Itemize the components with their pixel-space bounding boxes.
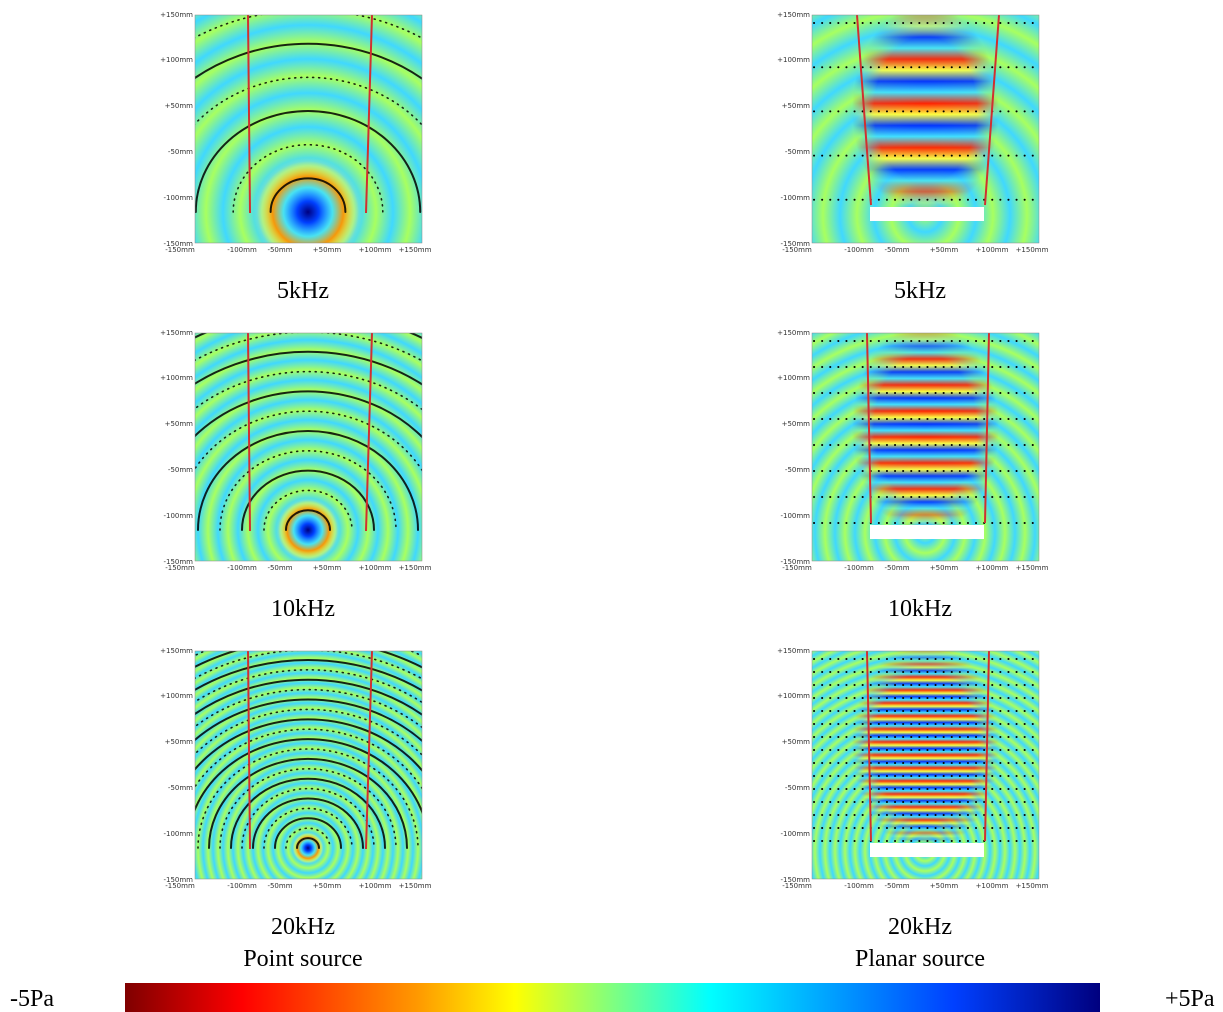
y-tick-label: -100mm [780, 194, 810, 202]
x-tick-label: -150mm [165, 882, 195, 890]
y-tick-label: +150mm [777, 647, 810, 655]
y-tick-label: -50mm [168, 784, 193, 792]
y-tick-label: +100mm [777, 56, 810, 64]
y-tick-label: -100mm [163, 512, 193, 520]
field-panel [812, 651, 1039, 879]
frequency-caption: 20kHz [888, 914, 952, 940]
y-tick-label: -100mm [163, 830, 193, 838]
y-tick-label: +150mm [160, 647, 193, 655]
frequency-caption: 20kHz [271, 914, 335, 940]
x-tick-label: +50mm [930, 246, 959, 254]
x-tick-label: -100mm [844, 246, 874, 254]
y-tick-label: +100mm [160, 56, 193, 64]
x-tick-label: +150mm [1016, 564, 1049, 572]
x-tick-label: +100mm [976, 246, 1009, 254]
frequency-caption: 5kHz [894, 278, 946, 304]
x-tick-label: +150mm [399, 246, 432, 254]
x-tick-label: -50mm [884, 882, 909, 890]
frequency-caption: 5kHz [277, 278, 329, 304]
x-tick-label: -150mm [782, 246, 812, 254]
y-tick-label: -50mm [785, 148, 810, 156]
x-tick-label: -150mm [165, 564, 195, 572]
column-label: Planar source [855, 946, 985, 972]
x-tick-label: +150mm [1016, 246, 1049, 254]
x-tick-label: -50mm [884, 564, 909, 572]
y-tick-label: +150mm [160, 11, 193, 19]
y-tick-label: +100mm [160, 374, 193, 382]
y-tick-label: +150mm [777, 11, 810, 19]
y-tick-label: +50mm [165, 102, 194, 110]
x-tick-label: +100mm [359, 882, 392, 890]
x-tick-label: -100mm [227, 882, 257, 890]
x-tick-label: +50mm [313, 564, 342, 572]
x-tick-label: -50mm [267, 246, 292, 254]
x-tick-label: +50mm [930, 564, 959, 572]
field-panel [33, 601, 583, 879]
y-tick-label: -50mm [785, 784, 810, 792]
field-panel [812, 15, 1039, 243]
column-label: Point source [243, 946, 362, 972]
field-panel [46, 0, 570, 266]
x-tick-label: -50mm [267, 882, 292, 890]
y-tick-label: -50mm [168, 148, 193, 156]
y-tick-label: +100mm [777, 692, 810, 700]
y-tick-label: +50mm [782, 738, 811, 746]
frequency-caption: 10kHz [888, 596, 952, 622]
x-tick-label: +50mm [930, 882, 959, 890]
x-tick-label: +50mm [313, 246, 342, 254]
x-tick-label: -150mm [782, 564, 812, 572]
colorbar-min-label: -5Pa [10, 986, 54, 1012]
x-tick-label: +150mm [399, 882, 432, 890]
field-panel [812, 333, 1039, 561]
x-tick-label: -150mm [782, 882, 812, 890]
y-tick-label: +150mm [777, 329, 810, 337]
x-tick-label: -50mm [267, 564, 292, 572]
x-tick-label: -100mm [227, 246, 257, 254]
y-tick-label: +50mm [165, 738, 194, 746]
colorbar [125, 983, 1100, 1012]
y-tick-label: +50mm [782, 102, 811, 110]
x-tick-label: -100mm [844, 564, 874, 572]
figure: -5Pa +5Pa +150mm +100mm +50mm -50mm -100mm -1… [0, 0, 1223, 1012]
y-tick-label: -100mm [163, 194, 193, 202]
x-tick-label: -150mm [165, 246, 195, 254]
x-tick-label: +100mm [359, 246, 392, 254]
x-tick-label: +100mm [976, 882, 1009, 890]
y-tick-label: -100mm [780, 512, 810, 520]
frequency-caption: 10kHz [271, 596, 335, 622]
x-tick-label: -100mm [844, 882, 874, 890]
y-tick-label: -100mm [780, 830, 810, 838]
y-tick-label: -50mm [168, 466, 193, 474]
x-tick-label: +100mm [976, 564, 1009, 572]
y-tick-label: +50mm [782, 420, 811, 428]
y-tick-label: +50mm [165, 420, 194, 428]
y-tick-label: +100mm [777, 374, 810, 382]
x-tick-label: +150mm [1016, 882, 1049, 890]
y-tick-label: -50mm [785, 466, 810, 474]
y-tick-label: +150mm [160, 329, 193, 337]
x-tick-label: +50mm [313, 882, 342, 890]
x-tick-label: +100mm [359, 564, 392, 572]
y-tick-label: +100mm [160, 692, 193, 700]
x-tick-label: -100mm [227, 564, 257, 572]
colorbar-max-label: +5Pa [1165, 986, 1215, 1012]
x-tick-label: -50mm [884, 246, 909, 254]
x-tick-label: +150mm [399, 564, 432, 572]
